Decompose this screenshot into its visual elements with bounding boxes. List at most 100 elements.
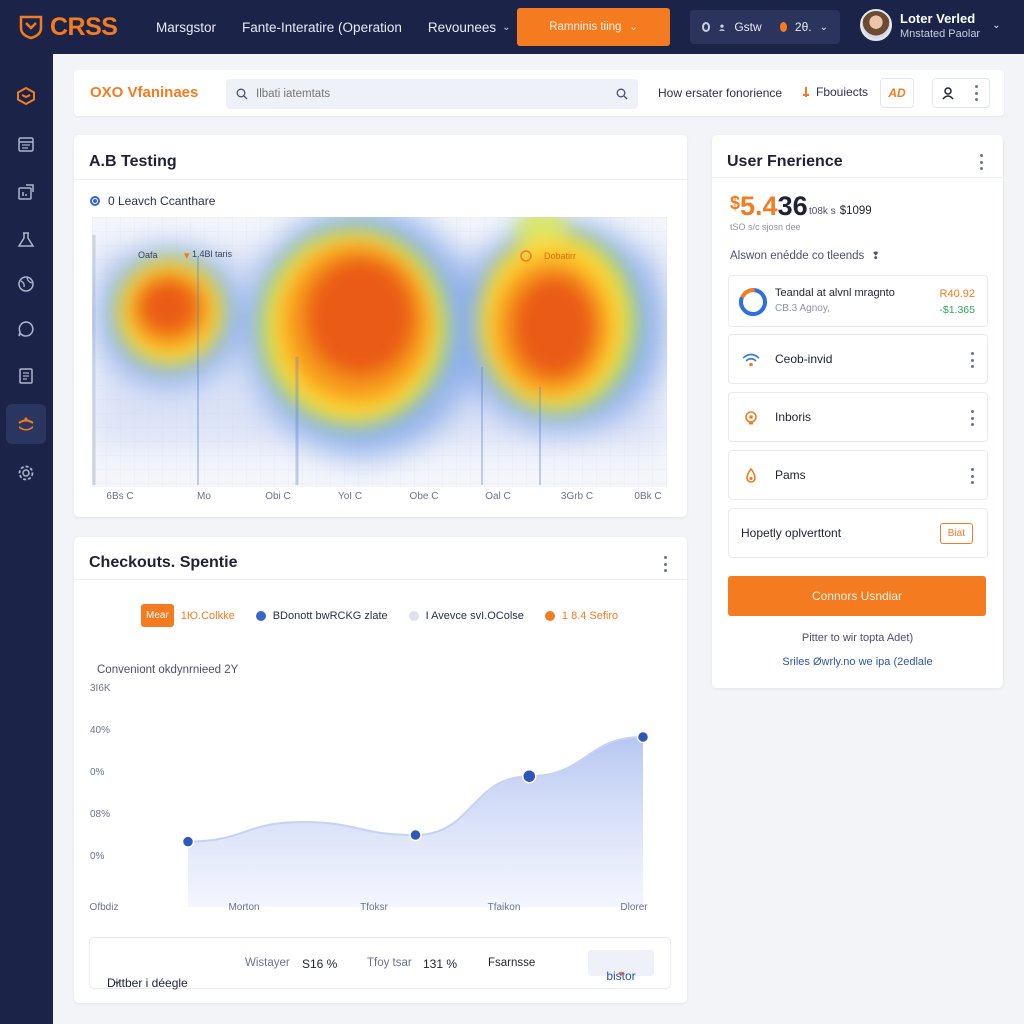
flame-icon xyxy=(741,466,761,486)
sidebar-item-experiments[interactable] xyxy=(6,404,46,444)
chat-icon xyxy=(18,321,34,337)
x-tick-label: 3Grb C xyxy=(560,491,594,502)
chart-subtitle: Conveniont okdynrnieed 2Y xyxy=(97,664,239,676)
checkout-footer: Dittber i déegle ⌄ Wistayer S16 % Tfoy t… xyxy=(89,937,671,990)
chevron-down-icon: ⌄ xyxy=(502,21,511,33)
trends-note-label: Alswon enédde co tleends xyxy=(730,250,865,262)
profile-role: Mnstated Paolar xyxy=(900,27,981,40)
legend-label: 1 8.4 Sefiro xyxy=(561,609,619,622)
gear-icon xyxy=(18,465,34,481)
search-box[interactable] xyxy=(226,79,638,109)
legend-dot-icon xyxy=(408,610,419,621)
x-tick-label: Oal C xyxy=(485,491,511,502)
user-menu-button[interactable] xyxy=(932,78,990,108)
data-point[interactable] xyxy=(522,768,537,784)
sidebar-item-globe[interactable] xyxy=(6,264,46,304)
checkout-area-chart[interactable]: 3I6K 40% 0% 08% 0% Ofbdiz Morton Tfoksr Tfaikon… xyxy=(88,679,678,919)
more-icon[interactable] xyxy=(967,468,977,484)
sidebar-item-calendar[interactable] xyxy=(6,124,46,164)
sidebar-item-chat[interactable] xyxy=(6,309,46,349)
x-tick-label: 0Bk C xyxy=(634,491,662,502)
footer-link[interactable]: Sriles Øwrly.no we ipa (2edlale xyxy=(782,656,933,668)
primary-action-button[interactable]: Ramninis tiing ⌄ xyxy=(517,8,670,46)
headline-value-part: 5.4 xyxy=(740,191,778,221)
filter-badge[interactable]: ▾ bistor xyxy=(588,950,654,983)
search-input[interactable] xyxy=(256,88,608,100)
heatmap-tag: Oafa xyxy=(138,250,158,260)
segment-select-label: Dittber i déegle xyxy=(107,976,188,990)
legend-label: 1Ю.Colkke xyxy=(180,609,235,622)
nav-label: Revounees xyxy=(427,19,497,35)
trend-item[interactable]: Teandal at alvnl mragnto CB.3 Agnoy, R40… xyxy=(728,275,988,327)
experience-link[interactable]: How ersater fonorience xyxy=(658,86,783,100)
y-tick-label: 0% xyxy=(90,851,105,862)
products-link[interactable]: Fbouiects xyxy=(802,85,868,99)
nav-item-manager[interactable]: Marsgstor xyxy=(156,20,216,35)
profile-menu[interactable]: Loter Verled Mnstated Paolar ⌄ xyxy=(860,9,1001,41)
sidebar-item-analytics[interactable] xyxy=(6,172,46,212)
sidebar-item-reports[interactable] xyxy=(6,356,46,396)
checkout-title: Checkouts. Spentie xyxy=(89,554,238,571)
more-icon[interactable] xyxy=(660,556,670,572)
nav-item-revenues[interactable]: Revounees ⌄ xyxy=(428,20,511,35)
flask-icon xyxy=(17,232,35,247)
ab-testing-title: A.B Testing xyxy=(89,153,177,170)
list-item-broadband[interactable]: Ceob-invid xyxy=(728,334,988,384)
sidebar-item-home[interactable] xyxy=(6,76,46,116)
wifi-icon xyxy=(741,350,761,370)
footer-link[interactable]: Pitter to wir topta Adet) xyxy=(801,632,914,644)
nav-item-operation[interactable]: Fante-Interatire (Operation xyxy=(242,20,402,35)
currency-symbol: $ xyxy=(730,193,741,213)
x-tick-label: Ofbdiz xyxy=(90,902,119,913)
ad-button[interactable]: AD xyxy=(880,78,914,108)
list-item-label: Pams xyxy=(775,468,806,482)
progress-ring-icon xyxy=(739,288,767,316)
data-point[interactable] xyxy=(409,828,422,842)
x-tick-label: Dlorer xyxy=(620,902,648,913)
chevron-down-icon: ⌄ xyxy=(113,976,122,987)
info-icon[interactable]: ❢ xyxy=(871,251,880,262)
list-item-tag[interactable]: Biat xyxy=(939,523,973,544)
data-point[interactable] xyxy=(636,730,650,744)
user-icon xyxy=(719,24,726,31)
logo-text: CRSS xyxy=(50,12,118,41)
more-icon[interactable] xyxy=(967,410,977,426)
area-fill xyxy=(188,736,643,907)
heatmap-tag: Dobatirr xyxy=(544,251,577,261)
headline-caption: tSO s/c sjosn dee xyxy=(730,222,801,232)
legend-label: BDonott bwRCKG zlate xyxy=(272,609,388,622)
legend-dot-icon xyxy=(544,610,555,621)
x-tick-label: Morton xyxy=(228,902,259,913)
y-tick-label: 0% xyxy=(90,767,105,778)
bulb-icon xyxy=(741,408,761,428)
sidebar-item-settings[interactable] xyxy=(6,453,46,493)
divider xyxy=(712,177,1003,178)
list-item-inbox[interactable]: Inboris xyxy=(728,392,988,442)
connect-button[interactable]: Connors Usndiar xyxy=(728,576,986,616)
status-selector[interactable]: Gstw 2θ. ⌄ xyxy=(690,10,840,44)
divider xyxy=(74,179,687,180)
status-value: 2θ. xyxy=(794,20,812,34)
more-icon[interactable] xyxy=(967,352,977,368)
user-experience-title: User Fnerience xyxy=(727,153,843,170)
ab-testing-card: A.B Testing 0 Leavch Ccanthare xyxy=(74,135,687,517)
y-tick-label: 08% xyxy=(90,809,110,820)
data-point[interactable] xyxy=(181,835,195,848)
ab-legend[interactable]: 0 Leavch Ccanthare xyxy=(90,194,215,208)
x-tick-label: Mo xyxy=(197,491,211,502)
heatmap[interactable] xyxy=(92,217,667,487)
more-icon[interactable] xyxy=(976,154,986,170)
list-item-pams[interactable]: Pams xyxy=(728,450,988,500)
cube-icon xyxy=(17,86,35,106)
legend-chip[interactable]: Mear xyxy=(141,604,174,627)
trend-item-value: R40.92 xyxy=(939,288,975,300)
search-icon[interactable] xyxy=(616,88,628,100)
stat-value: S16 % xyxy=(302,957,338,971)
legend-label: I Avevce svI.OColse xyxy=(425,609,524,622)
list-item-opportunity[interactable]: Hopetly oplverttont Biat xyxy=(728,508,988,558)
sidebar-item-tests[interactable] xyxy=(6,220,46,260)
sub-header: OXO Vfaninaes How ersater fonorience Fbo… xyxy=(74,70,1004,116)
logo[interactable]: CRSS xyxy=(18,13,130,42)
trends-note: Alswon enédde co tleends ❢ xyxy=(730,250,880,262)
workspace-title: OXO Vfaninaes xyxy=(90,84,199,101)
